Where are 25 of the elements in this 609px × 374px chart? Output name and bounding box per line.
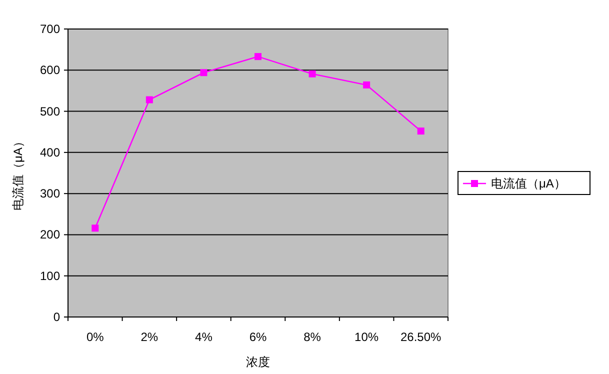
y-axis-title: 电流值（μA） (11, 136, 25, 210)
point (254, 53, 262, 60)
y-tick-label: 600 (40, 63, 60, 78)
y-tick-label: 500 (40, 104, 60, 118)
y-tick-label: 0 (53, 310, 60, 324)
x-tick-label: 6% (249, 330, 267, 344)
point (92, 224, 99, 232)
y-tick-label: 200 (40, 228, 60, 242)
point (200, 69, 208, 76)
x-tick-label: 0% (86, 330, 104, 344)
y-tick-label: 100 (40, 268, 60, 283)
x-tick-label: 4% (195, 330, 213, 344)
y-tick-label: 700 (40, 22, 60, 36)
point (417, 128, 424, 135)
x-tick-label: 2% (140, 330, 158, 344)
point (308, 70, 316, 78)
x-axis-title: 浓度 (246, 355, 270, 369)
x-tick-label: 8% (304, 330, 322, 344)
point (363, 81, 370, 88)
y-tick-label: 300 (40, 186, 60, 201)
x-tick-label: 26.50% (400, 330, 442, 344)
y-tick-label: 400 (40, 145, 60, 160)
legend-label: 电流值（μA） (491, 176, 566, 190)
x-tick-label: 10% (354, 330, 379, 344)
point (146, 96, 153, 104)
